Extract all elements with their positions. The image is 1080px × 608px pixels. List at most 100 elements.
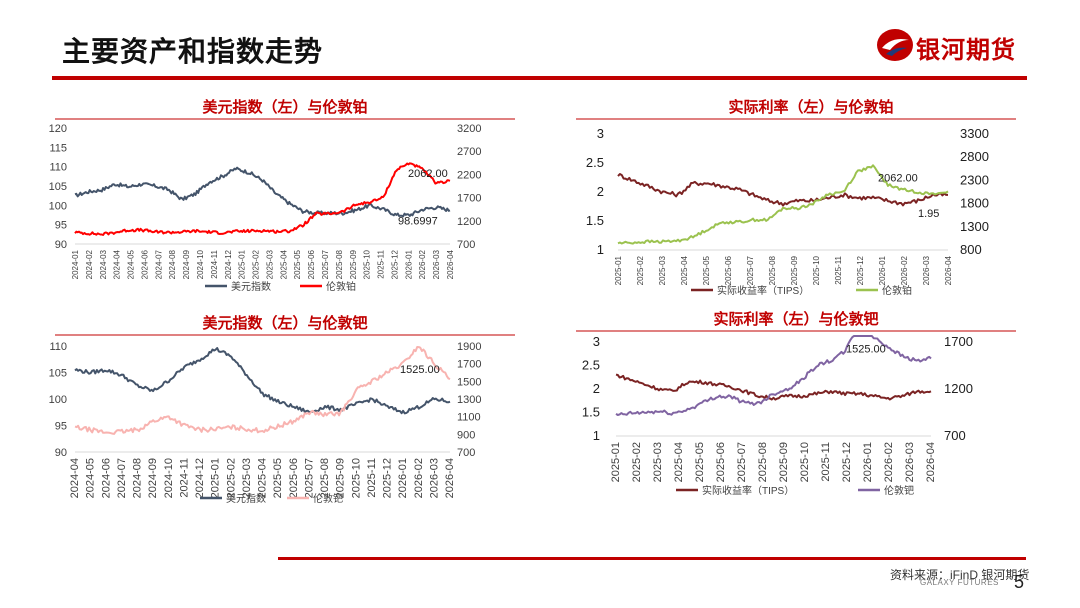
- x-tick-label: 2026-03: [428, 458, 440, 498]
- x-tick-label: 2025-05: [702, 255, 711, 285]
- y-left-tick-label: 90: [55, 447, 67, 459]
- legend-label: 实际收益率（TIPS）: [702, 484, 794, 497]
- x-tick-label: 2024-03: [99, 249, 108, 279]
- page-title: 主要资产和指数走势: [62, 36, 324, 67]
- x-tick-label: 2024-05: [85, 458, 97, 498]
- y-right-tick-label: 2700: [457, 146, 481, 158]
- x-tick-label: 2026-02: [413, 458, 425, 498]
- series-line-right: [74, 162, 451, 236]
- x-tick-label: 2026-04: [944, 255, 953, 285]
- x-tick-label: 2025-02: [631, 442, 643, 482]
- legend-label: 伦敦铂: [326, 280, 356, 293]
- x-tick-label: 2025-02: [225, 458, 237, 498]
- legend-label: 美元指数: [226, 492, 266, 505]
- x-tick-label: 2024-12: [224, 249, 233, 279]
- source-note: 资料来源：iFinD 银河期货: [890, 568, 1030, 582]
- x-tick-label: 2024-04: [69, 458, 81, 498]
- x-tick-label: 2025-10: [812, 255, 821, 285]
- y-right-tick-label: 1700: [944, 334, 973, 349]
- chart-title: 实际利率（左）与伦敦铂: [728, 98, 893, 116]
- x-tick-label: 2024-09: [182, 249, 191, 279]
- data-label: 98.6997: [398, 215, 438, 227]
- y-right-tick-label: 1700: [457, 193, 481, 205]
- x-tick-label: 2025-10: [350, 458, 362, 498]
- y-left-tick-label: 110: [49, 341, 67, 353]
- series-line-left: [74, 166, 451, 218]
- x-tick-label: 2025-07: [321, 249, 330, 279]
- x-tick-label: 2025-04: [257, 458, 269, 498]
- x-tick-label: 2024-05: [127, 249, 136, 279]
- x-tick-label: 2026-01: [878, 255, 887, 285]
- x-tick-label: 2025-01: [610, 442, 622, 482]
- y-right-tick-label: 900: [457, 429, 475, 441]
- x-tick-label: 2025-11: [366, 458, 378, 498]
- y-left-tick-label: 100: [49, 394, 67, 406]
- x-tick-label: 2025-07: [303, 458, 315, 498]
- x-tick-label: 2025-09: [335, 458, 347, 498]
- x-tick-label: 2025-09: [349, 249, 358, 279]
- x-tick-label: 2026-03: [432, 249, 441, 279]
- y-left-tick-label: 100: [49, 200, 67, 212]
- x-tick-label: 2025-01: [614, 255, 623, 285]
- x-tick-label: 2025-12: [856, 255, 865, 285]
- y-left-tick-label: 115: [49, 142, 67, 154]
- x-tick-label: 2024-06: [140, 249, 149, 279]
- x-tick-label: 2025-05: [694, 442, 706, 482]
- data-label: 1.95: [918, 208, 939, 220]
- series-line-left: [617, 173, 948, 207]
- x-tick-label: 2025-07: [736, 442, 748, 482]
- chart-tips-platinum: 实际利率（左）与伦敦铂 3 2.5 2 1.5 1 3300 2800 2300 1800 130…: [576, 92, 1016, 304]
- legend-label: 伦敦钯: [313, 492, 343, 505]
- x-tick-label: 2025-09: [790, 255, 799, 285]
- x-tick-label: 2025-07: [746, 255, 755, 285]
- x-tick-label: 2024-11: [178, 458, 190, 498]
- page-number: 5: [1014, 572, 1025, 592]
- x-tick-label: 2025-04: [279, 249, 288, 279]
- y-left-tick-label: 1.5: [582, 405, 600, 420]
- y-right-tick-label: 700: [457, 447, 475, 459]
- y-right-tick-label: 1100: [457, 412, 481, 424]
- x-tick-label: 2024-06: [100, 458, 112, 498]
- x-tick-label: 2025-06: [715, 442, 727, 482]
- y-right-tick-label: 1300: [457, 394, 481, 406]
- x-tick-label: 2025-10: [363, 249, 372, 279]
- y-left-tick-label: 110: [49, 162, 67, 174]
- chart-usd-palladium: 美元指数（左）与伦敦钯 110 105 100 95 90 1900 1700 1500 130…: [49, 310, 515, 515]
- x-tick-label: 2024-11: [210, 249, 219, 278]
- y-left-tick-label: 2: [597, 184, 604, 199]
- y-right-tick-label: 700: [944, 428, 966, 443]
- series-line-right: [615, 335, 932, 416]
- chart-title: 美元指数（左）与伦敦钯: [202, 314, 367, 332]
- y-right-tick-label: 3200: [457, 123, 481, 135]
- y-left-tick-label: 105: [49, 368, 67, 380]
- x-tick-label: 2024-02: [85, 249, 94, 279]
- x-tick-label: 2026-04: [925, 442, 937, 482]
- x-tick-label: 2025-02: [252, 249, 261, 279]
- y-right-tick-label: 700: [457, 239, 475, 251]
- chart-tips-platinum-svg: 实际利率（左）与伦敦铂 3 2.5 2 1.5 1 3300 2800 2300 1800 130…: [576, 98, 1016, 297]
- y-right-tick-label: 1200: [944, 381, 973, 396]
- x-tick-label: 2026-02: [883, 442, 895, 482]
- chart-title: 实际利率（左）与伦敦钯: [713, 310, 878, 328]
- x-tick-label: 2025-12: [382, 458, 394, 498]
- y-left-tick-label: 95: [55, 220, 67, 232]
- x-tick-label: 2024-10: [196, 249, 205, 279]
- x-tick-label: 2025-11: [820, 442, 832, 482]
- x-tick-label: 2026-02: [418, 249, 427, 279]
- x-tick-label: 2025-08: [757, 442, 769, 482]
- x-tick-label: 2025-09: [778, 442, 790, 482]
- x-tick-label: 2024-07: [116, 458, 128, 498]
- data-label: 2062.00: [878, 172, 918, 184]
- x-tick-label: 2025-03: [658, 255, 667, 285]
- legend-label: 实际收益率（TIPS）: [717, 284, 809, 297]
- brand-logo: 银河期货: [876, 26, 1036, 66]
- y-left-tick-label: 2: [593, 381, 600, 396]
- x-tick-label: 2025-04: [680, 255, 689, 285]
- x-tick-label: 2026-01: [862, 442, 874, 482]
- x-tick-label: 2025-12: [841, 442, 853, 482]
- y-left-tick-label: 2.5: [586, 155, 604, 170]
- series-line-left: [74, 347, 451, 415]
- x-tick-label: 2025-11: [377, 249, 386, 278]
- chart-tips-palladium-svg: 实际利率（左）与伦敦钯 3 2.5 2 1.5 1 1700 1200 700 2025-01 2…: [576, 310, 1016, 497]
- x-tick-label: 2024-01: [71, 249, 80, 279]
